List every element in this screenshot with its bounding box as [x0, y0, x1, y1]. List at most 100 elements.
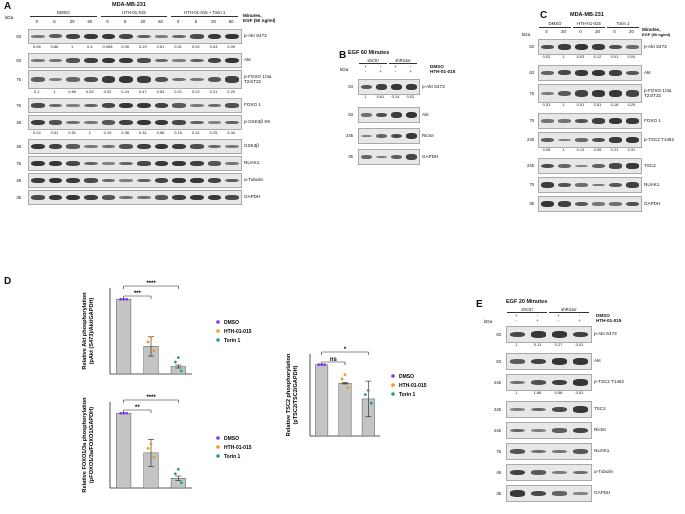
- panel-a-blot-band: [190, 104, 204, 107]
- panel-a-blot: [28, 53, 242, 68]
- panel-a-lane-label: 0: [35, 19, 39, 24]
- chart-data-point: [179, 481, 183, 485]
- panel-e-blot-band: [509, 380, 526, 385]
- panel-b-quant-value: 0.61: [376, 94, 385, 99]
- panel-e-blot-band: [530, 429, 547, 432]
- chart-data-point: [125, 297, 129, 301]
- significance-label: **: [135, 405, 140, 411]
- panel-a-blot: [28, 156, 242, 171]
- panel-e-kda-value: 48: [496, 469, 501, 475]
- panel-a-blot-band: [172, 160, 186, 167]
- panel-c-quant-value: 0.51: [576, 102, 585, 107]
- panel-c-blot-band: [575, 164, 588, 168]
- chart-data-point: [176, 356, 180, 359]
- panel-b-blot-band: [360, 84, 373, 90]
- panel-b-blot-label: Rictor: [422, 132, 434, 138]
- panel-a-quant-value: 0.52: [85, 89, 94, 94]
- panel-a-lane-label: 20: [211, 19, 216, 24]
- panel-a-blot-band: [190, 177, 204, 184]
- panel-c-blot-band: [592, 137, 605, 143]
- panel-c-blot-band: [626, 90, 639, 97]
- panel-b-quant-value: 1: [364, 94, 367, 99]
- panel-a-kda-value: 48: [16, 177, 21, 183]
- panel-e-blot-band: [509, 408, 526, 411]
- panel-c-blot-band: [575, 201, 588, 207]
- panel-a-blot-band: [172, 103, 186, 108]
- panel-a-blot-label: GSK3β: [244, 143, 259, 148]
- panel-c-blot-band: [592, 90, 605, 97]
- panel-a-group-line: [30, 16, 97, 17]
- panel-a-blot-band: [119, 179, 133, 182]
- panel-c-blot-band: [592, 44, 605, 50]
- panel-c-minutes-label: Minutes,: [642, 27, 661, 32]
- panel-a-blot-band: [119, 57, 133, 64]
- panel-a-blot-band: [48, 34, 63, 39]
- panel-c-blot-label: GAPDH: [644, 200, 661, 206]
- panel-a-quant-value: 0.20: [227, 89, 236, 94]
- panel-a-blot-band: [172, 143, 186, 150]
- panel-a-blot-band: [101, 103, 116, 108]
- panel-e-blot-band: [530, 407, 547, 412]
- panel-a-blot-band: [66, 161, 80, 166]
- panel-b-blot-band: [360, 155, 373, 159]
- panel-a-quant-value: 0.29: [138, 44, 147, 49]
- panel-e-blot: [506, 326, 592, 343]
- legend-label: DMSO: [224, 320, 239, 326]
- panel-c-blot-band: [558, 164, 571, 168]
- panel-a-blot-band: [119, 119, 133, 126]
- panel-a-blot-band: [66, 120, 80, 125]
- panel-a-blot-band: [101, 120, 116, 125]
- panel-a-blot-band: [207, 161, 222, 166]
- panel-c-blot-label: FOXO 1: [644, 117, 661, 123]
- panel-c-quant-value: 1: [562, 102, 565, 107]
- panel-b-blot: [358, 107, 420, 123]
- panel-a-quant-value: 0.24: [121, 89, 130, 94]
- legend-marker: [391, 383, 395, 387]
- panel-b-sign-hth: +: [409, 69, 412, 74]
- chart-y-axis-label: (pAkt (S473)/Akt/GAPDH): [89, 297, 95, 364]
- panel-a-quant-value: 0.01: [174, 44, 183, 49]
- panel-c-blot-band: [609, 118, 622, 124]
- legend-label: Torin 1: [399, 392, 416, 398]
- panel-a-blot-band: [225, 161, 239, 165]
- panel-c-blot-band: [626, 45, 639, 49]
- panel-c-title: MDA-MB-231: [570, 12, 604, 18]
- panel-c-quant-value: 0.31: [627, 147, 636, 152]
- panel-a-blot-band: [101, 178, 116, 183]
- panel-c-quant-value: 1: [562, 54, 565, 59]
- panel-c-blot: [538, 177, 642, 193]
- panel-a-blot-band: [172, 59, 186, 62]
- panel-a-blot-band: [119, 161, 133, 166]
- panel-c-blot-band: [558, 44, 571, 50]
- chart-y-axis-label: (pFOXO1/3a/FOXO1/GAPDH): [89, 407, 95, 483]
- panel-a-blot-band: [154, 58, 169, 63]
- chart-data-point: [343, 373, 347, 377]
- panel-c-quant-value: 1: [562, 147, 565, 152]
- panel-a-blot-band: [48, 177, 63, 184]
- panel-e-blot-band: [509, 428, 526, 433]
- panel-b-blot-band: [375, 155, 388, 159]
- panel-b-blot-band: [360, 134, 373, 138]
- panel-c-kda-value: 63: [529, 70, 534, 75]
- panel-a-quant-value: 0.03: [209, 44, 218, 49]
- panel-c-group-label: Torin 1: [616, 21, 630, 26]
- significance-label: ns: [330, 357, 338, 363]
- panel-c-blot-band: [609, 182, 622, 188]
- panel-c-kda: kDa: [522, 32, 531, 37]
- panel-b-group-label: shRictor: [395, 58, 411, 63]
- panel-a-blot-band: [119, 102, 133, 109]
- panel-d-bar-charts: Relative Akt phosphorylation (pAkt (S473)…: [82, 281, 427, 493]
- legend-marker: [216, 338, 220, 342]
- panel-c-blot-band: [592, 183, 605, 187]
- panel-a-blot-band: [225, 57, 239, 64]
- panel-c-blot-label: Akt: [644, 69, 651, 75]
- panel-c-blot-band: [541, 91, 554, 96]
- panel-c-lane-label: 20: [629, 29, 634, 34]
- panel-a-blot-band: [225, 120, 239, 125]
- panel-c-blot-band: [626, 118, 639, 124]
- panel-a-blot-label: FOXO 1: [244, 102, 261, 107]
- panel-e-quant-value: 0.01: [575, 342, 584, 347]
- panel-a-blot-band: [31, 103, 45, 108]
- panel-c-group-label: HTH-01-015: [577, 21, 601, 26]
- panel-c-blot-label: NUAK1: [644, 181, 660, 187]
